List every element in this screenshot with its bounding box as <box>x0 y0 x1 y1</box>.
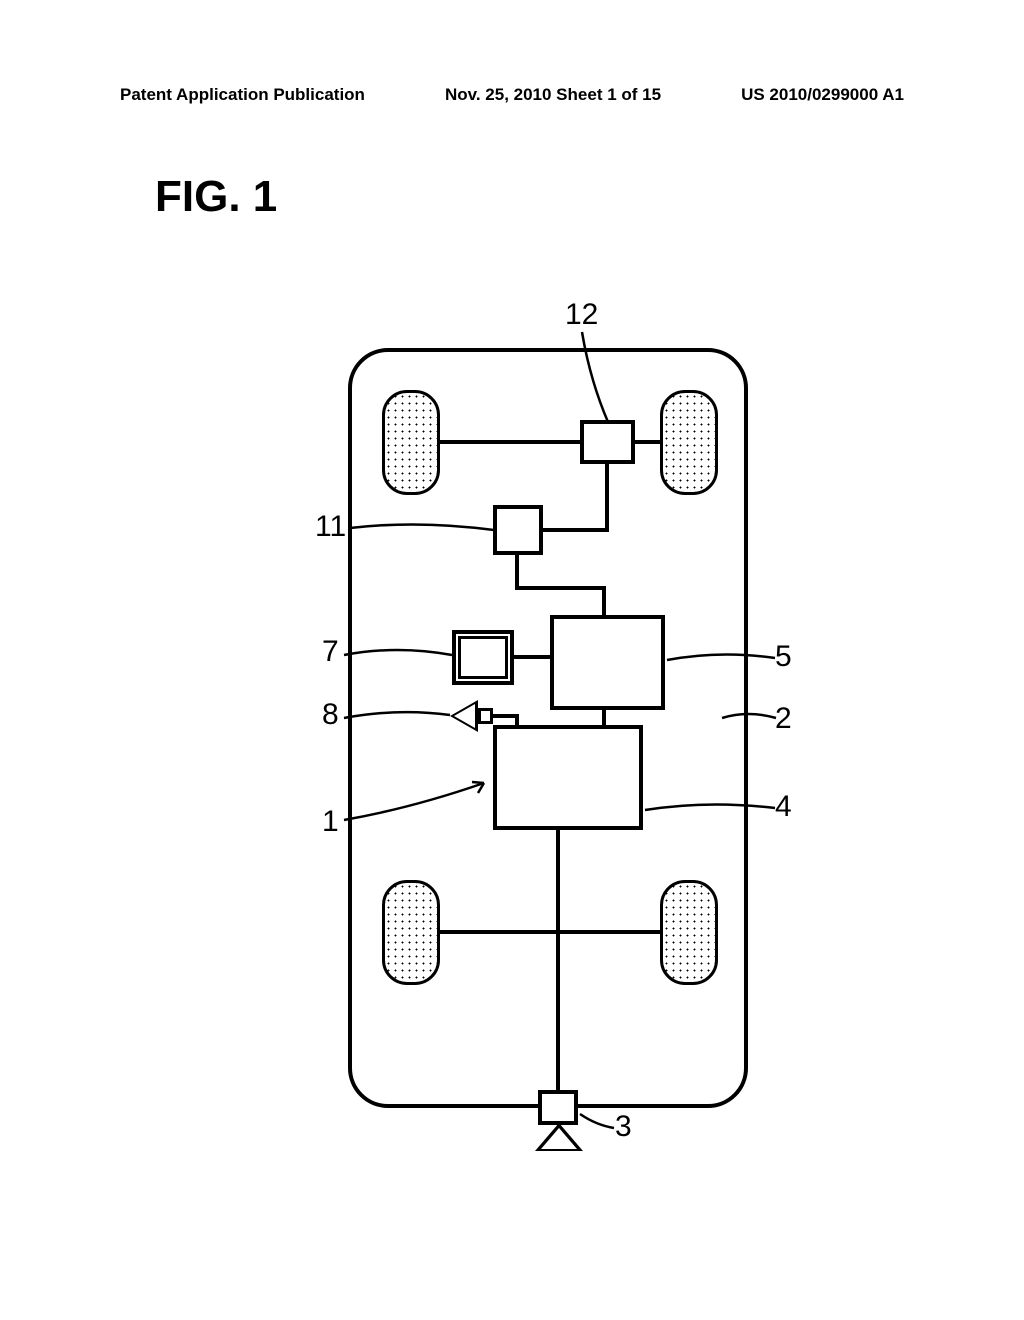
leader-3 <box>578 1110 618 1135</box>
figure-title: FIG. 1 <box>155 172 277 222</box>
wheel-front-left <box>382 390 440 495</box>
connector <box>543 528 609 532</box>
ref-8: 8 <box>322 698 339 732</box>
speaker-icon <box>450 700 478 732</box>
connector <box>515 586 605 590</box>
leader-8 <box>342 708 452 723</box>
leader-4 <box>643 800 778 815</box>
header-center: Nov. 25, 2010 Sheet 1 of 15 <box>445 85 661 105</box>
speaker-base <box>478 708 493 724</box>
connector <box>514 655 552 659</box>
component-7-display-inner <box>458 636 508 679</box>
component-4 <box>493 725 643 830</box>
wheel-front-right <box>660 390 718 495</box>
header-left: Patent Application Publication <box>120 85 365 105</box>
ref-12: 12 <box>565 298 598 332</box>
page-header: Patent Application Publication Nov. 25, … <box>0 85 1024 105</box>
leader-2 <box>720 710 780 725</box>
component-5 <box>550 615 665 710</box>
wheel-rear-right <box>660 880 718 985</box>
connector <box>515 714 519 728</box>
leader-7 <box>342 645 457 663</box>
ref-11: 11 <box>315 510 346 544</box>
component-11 <box>493 505 543 555</box>
connector <box>515 555 519 590</box>
wheel-rear-left <box>382 880 440 985</box>
leader-11 <box>348 520 498 540</box>
connector <box>605 464 609 532</box>
connector <box>556 830 560 1092</box>
connector <box>602 586 606 616</box>
leader-1 <box>342 778 502 828</box>
camera-component-3 <box>538 1090 578 1125</box>
connector <box>602 710 606 728</box>
ref-7: 7 <box>322 635 339 669</box>
leader-5 <box>665 650 780 665</box>
vehicle-diagram: 12 11 7 8 1 5 2 4 3 <box>300 310 800 1150</box>
rear-axle <box>440 930 660 934</box>
header-right: US 2010/0299000 A1 <box>741 85 904 105</box>
camera-lens-icon <box>535 1123 583 1151</box>
leader-12 <box>570 330 630 425</box>
component-12 <box>580 420 635 464</box>
ref-1: 1 <box>322 805 339 839</box>
